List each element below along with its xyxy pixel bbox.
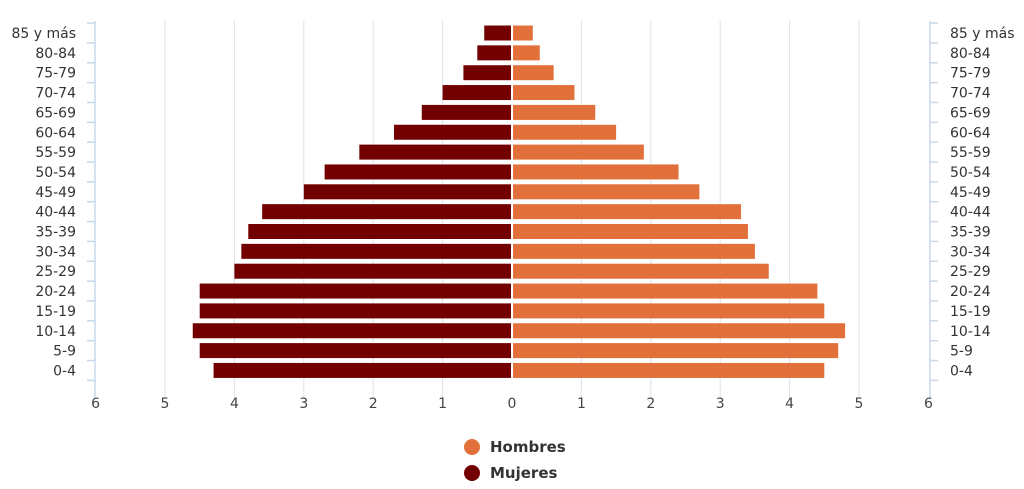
- x-tick-label: 1: [438, 396, 447, 412]
- age-group-label-left: 65-69: [35, 105, 76, 121]
- x-tick-label: 1: [577, 396, 586, 412]
- bar-mujeres: [463, 65, 512, 81]
- age-group-label-left: 30-34: [35, 244, 76, 260]
- bar-hombres: [512, 224, 748, 239]
- bar-hombres: [512, 25, 533, 41]
- bar-mujeres: [303, 184, 512, 200]
- x-axis-tick-labels: 6 5 4 3 2 1 0 1 2 3 4 5 6: [91, 396, 933, 412]
- bar-mujeres: [213, 362, 512, 378]
- bar-mujeres: [199, 303, 512, 319]
- x-tick-label: 0: [508, 396, 517, 412]
- age-group-label-right: 25-29: [950, 264, 991, 280]
- bar-mujeres: [394, 124, 512, 140]
- bar-hombres: [512, 124, 617, 140]
- legend-marker: [464, 465, 480, 481]
- bar-hombres: [512, 104, 596, 120]
- age-group-label-left: 5-9: [53, 344, 76, 360]
- bar-hombres: [512, 184, 700, 200]
- x-tick-label: 4: [785, 396, 794, 412]
- age-group-label-right: 55-59: [950, 145, 991, 161]
- bar-hombres: [512, 204, 742, 220]
- bar-mujeres: [241, 243, 512, 259]
- age-group-label-left: 25-29: [35, 264, 76, 280]
- age-group-labels: 85 y más 85 y más 80-84 80-84 75-79 75-79 70-7…: [11, 26, 1014, 379]
- x-tick-label: 2: [646, 396, 655, 412]
- x-tick-label: 4: [230, 396, 239, 412]
- age-group-label-right: 70-74: [950, 86, 991, 102]
- x-tick-label: 5: [855, 396, 864, 412]
- age-group-label-right: 35-39: [950, 225, 991, 241]
- bar-mujeres: [199, 283, 512, 299]
- bar-hombres: [512, 303, 825, 319]
- bar-hombres: [512, 65, 554, 81]
- age-group-label-right: 85 y más: [950, 26, 1015, 42]
- bar-mujeres: [477, 45, 512, 61]
- legend-item-mujeres[interactable]: Mujeres: [464, 464, 557, 482]
- legend[interactable]: Hombres Mujeres: [464, 438, 566, 482]
- age-group-label-left: 10-14: [35, 324, 76, 340]
- age-group-label-right: 15-19: [950, 304, 991, 320]
- bars-group: [192, 23, 846, 389]
- legend-marker: [464, 439, 480, 455]
- bar-hombres: [512, 362, 825, 378]
- bar-hombres: [512, 343, 839, 359]
- bar-mujeres: [192, 323, 512, 339]
- bar-hombres: [512, 85, 575, 101]
- x-tick-label: 2: [369, 396, 378, 412]
- age-group-label-left: 15-19: [35, 304, 76, 320]
- age-group-label-left: 50-54: [35, 165, 76, 181]
- age-group-label-left: 35-39: [35, 225, 76, 241]
- bar-mujeres: [359, 144, 512, 160]
- age-group-label-left: 75-79: [35, 66, 76, 82]
- age-group-label-right: 10-14: [950, 324, 991, 340]
- bar-hombres: [512, 144, 644, 160]
- category-axes: [87, 21, 938, 399]
- bar-hombres: [512, 164, 679, 180]
- age-group-label-left: 85 y más: [11, 26, 76, 42]
- age-group-label-left: 70-74: [35, 86, 76, 102]
- age-group-label-left: 40-44: [35, 205, 76, 221]
- x-tick-label: 6: [91, 396, 100, 412]
- bar-mujeres: [442, 85, 512, 101]
- age-group-label-right: 20-24: [950, 284, 991, 300]
- bar-hombres: [512, 45, 540, 61]
- x-tick-label: 6: [924, 396, 933, 412]
- age-group-label-right: 65-69: [950, 105, 991, 121]
- age-group-label-right: 75-79: [950, 66, 991, 82]
- age-group-label-right: 45-49: [950, 185, 991, 201]
- x-tick-label: 5: [161, 396, 170, 412]
- age-group-label-left: 45-49: [35, 185, 76, 201]
- age-group-label-right: 80-84: [950, 46, 991, 62]
- bar-hombres: [512, 263, 769, 279]
- age-group-label-right: 50-54: [950, 165, 991, 181]
- age-group-label-left: 0-4: [53, 363, 76, 379]
- bar-hombres: [512, 323, 846, 339]
- bar-hombres: [512, 283, 818, 299]
- age-group-label-right: 40-44: [950, 205, 991, 221]
- x-tick-label: 3: [716, 396, 725, 412]
- bar-mujeres: [248, 224, 512, 239]
- age-group-label-right: 5-9: [950, 344, 973, 360]
- age-group-label-right: 30-34: [950, 244, 991, 260]
- age-group-label-left: 55-59: [35, 145, 76, 161]
- age-group-label-right: 0-4: [950, 363, 973, 379]
- x-tick-label: 3: [299, 396, 308, 412]
- bar-mujeres: [199, 343, 512, 359]
- age-group-label-left: 80-84: [35, 46, 76, 62]
- bar-mujeres: [421, 104, 512, 120]
- legend-label: Mujeres: [490, 464, 557, 482]
- bar-mujeres: [324, 164, 512, 180]
- age-group-label-right: 60-64: [950, 125, 991, 141]
- legend-label: Hombres: [490, 438, 566, 456]
- bar-mujeres: [484, 25, 512, 41]
- age-group-label-left: 60-64: [35, 125, 76, 141]
- bar-mujeres: [234, 263, 512, 279]
- age-group-label-left: 20-24: [35, 284, 76, 300]
- bar-mujeres: [262, 204, 512, 220]
- bar-hombres: [512, 243, 755, 259]
- legend-item-hombres[interactable]: Hombres: [464, 438, 566, 456]
